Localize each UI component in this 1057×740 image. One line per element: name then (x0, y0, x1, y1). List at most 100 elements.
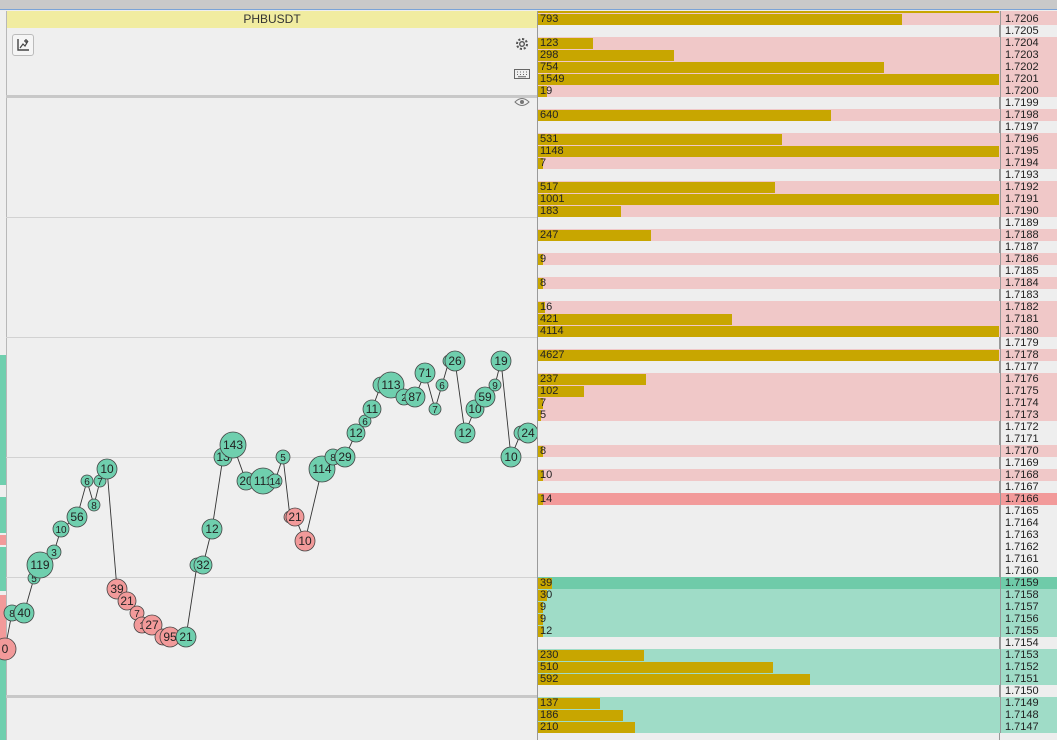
orderbook-row[interactable]: 30 1.7158 (538, 589, 1057, 601)
pane-separator[interactable] (6, 95, 537, 98)
trade-bubble[interactable] (474, 386, 496, 408)
orderbook-row[interactable]: 230 1.7153 (538, 649, 1057, 661)
orderbook-row[interactable]: 1.7150 (538, 685, 1057, 697)
orderbook-row[interactable]: 9 1.7157 (538, 601, 1057, 613)
orderbook-row[interactable]: 5 1.7173 (538, 409, 1057, 421)
trade-bubble[interactable] (490, 350, 512, 372)
orderbook-row[interactable]: 183 1.7190 (538, 205, 1057, 217)
orderbook-row[interactable]: 210 1.7147 (538, 721, 1057, 733)
trade-bubble[interactable] (52, 520, 70, 538)
trade-bubble[interactable] (13, 602, 35, 624)
trade-bubble[interactable] (334, 446, 356, 468)
orderbook-row[interactable]: 640 1.7198 (538, 109, 1057, 121)
orderbook-row[interactable]: 1.7161 (538, 553, 1057, 565)
orderbook-row[interactable]: 421 1.7181 (538, 313, 1057, 325)
orderbook-row[interactable]: 754 1.7202 (538, 61, 1057, 73)
trade-bubble[interactable] (404, 386, 426, 408)
orderbook-row[interactable]: 1001 1.7191 (538, 193, 1057, 205)
orderbook-row[interactable]: 247 1.7188 (538, 229, 1057, 241)
trade-bubble[interactable] (80, 474, 94, 488)
trade-bubble[interactable] (444, 350, 466, 372)
orderbook-row[interactable]: 4114 1.7180 (538, 325, 1057, 337)
orderbook-row[interactable]: 1.7193 (538, 169, 1057, 181)
orderbook-row[interactable]: 10 1.7168 (538, 469, 1057, 481)
orderbook-row[interactable]: 4627 1.7178 (538, 349, 1057, 361)
trade-bubble[interactable] (175, 626, 197, 648)
trade-bubble[interactable] (66, 506, 88, 528)
gear-icon[interactable] (512, 34, 532, 54)
orderbook-row[interactable]: 123 1.7204 (538, 37, 1057, 49)
keyboard-icon[interactable] (512, 64, 532, 84)
trade-bubble[interactable] (428, 402, 442, 416)
trade-bubble[interactable] (141, 614, 163, 636)
orderbook-row[interactable]: 1.7185 (538, 265, 1057, 277)
orderbook-row[interactable]: 1.7177 (538, 361, 1057, 373)
orderbook-row[interactable]: 1.7179 (538, 337, 1057, 349)
trade-bubble[interactable] (294, 530, 316, 552)
orderbook-row[interactable]: 1148 1.7195 (538, 145, 1057, 157)
trade-bubble[interactable] (96, 458, 118, 480)
orderbook-row[interactable]: 9 1.7156 (538, 613, 1057, 625)
trade-bubble[interactable] (517, 422, 538, 444)
pane-separator[interactable] (6, 695, 537, 698)
orderbook-row[interactable]: 1.7162 (538, 541, 1057, 553)
orderbook-row[interactable]: 1.7171 (538, 433, 1057, 445)
trade-bubble[interactable] (346, 423, 366, 443)
trade-bubble[interactable] (285, 507, 305, 527)
orderbook-row[interactable]: 9 1.7186 (538, 253, 1057, 265)
trade-bubble[interactable] (26, 551, 54, 579)
trade-bubble[interactable] (219, 431, 247, 459)
orderbook-row[interactable]: 592 1.7151 (538, 673, 1057, 685)
orderbook-row[interactable]: 1549 1.7201 (538, 73, 1057, 85)
orderbook-row[interactable]: 19 1.7200 (538, 85, 1057, 97)
orderbook-row[interactable]: 1.7165 (538, 505, 1057, 517)
orderbook-row[interactable]: 186 1.7148 (538, 709, 1057, 721)
trade-bubble[interactable] (267, 473, 283, 489)
trades-chart-panel[interactable]: PHBUSDT 08405119310566871039217127995213… (0, 11, 538, 740)
trade-bubble[interactable] (117, 591, 137, 611)
trade-bubble[interactable] (0, 637, 17, 661)
chart-add-icon[interactable] (12, 34, 34, 56)
trade-bubble[interactable] (500, 446, 522, 468)
trade-bubble[interactable] (414, 362, 436, 384)
orderbook-row[interactable]: 510 1.7152 (538, 661, 1057, 673)
orderbook-row[interactable]: 1.7163 (538, 529, 1057, 541)
trade-bubble[interactable] (435, 378, 449, 392)
orderbook-row[interactable]: 102 1.7175 (538, 385, 1057, 397)
eye-icon[interactable] (512, 92, 532, 112)
orderbook-row[interactable]: 39 1.7159 (538, 577, 1057, 589)
orderbook-row[interactable]: 1.7167 (538, 481, 1057, 493)
trade-bubble[interactable] (193, 555, 213, 575)
trade-bubble[interactable] (201, 518, 223, 540)
trade-bubbles-chart[interactable]: 0840511931056687103921712799521332121314… (0, 11, 538, 740)
orderbook-row[interactable]: 1.7199 (538, 97, 1057, 109)
orderbook-row[interactable]: 1.7172 (538, 421, 1057, 433)
trade-bubble[interactable] (46, 544, 62, 560)
orderbook-row[interactable]: 1.7169 (538, 457, 1057, 469)
orderbook-row[interactable]: 517 1.7192 (538, 181, 1057, 193)
orderbook-row[interactable]: 237 1.7176 (538, 373, 1057, 385)
orderbook-row[interactable]: 1.7160 (538, 565, 1057, 577)
orderbook-row[interactable]: 14 1.7166 (538, 493, 1057, 505)
orderbook-row[interactable]: 298 1.7203 (538, 49, 1057, 61)
orderbook-row[interactable]: 7 1.7194 (538, 157, 1057, 169)
orderbook-row[interactable]: 1.7154 (538, 637, 1057, 649)
orderbook-row[interactable]: 8 1.7184 (538, 277, 1057, 289)
orderbook-row[interactable]: 1.7197 (538, 121, 1057, 133)
orderbook-row[interactable]: 16 1.7182 (538, 301, 1057, 313)
trade-bubble[interactable] (275, 449, 291, 465)
trade-bubble[interactable] (362, 399, 382, 419)
trade-bubble[interactable] (454, 422, 476, 444)
orderbook-row[interactable]: 7 1.7174 (538, 397, 1057, 409)
orderbook-row[interactable]: 1.7187 (538, 241, 1057, 253)
trade-bubble[interactable] (87, 498, 101, 512)
orderbook-row[interactable]: 1.7205 (538, 25, 1057, 37)
trade-bubble[interactable] (488, 378, 502, 392)
trade-bubble[interactable] (377, 371, 405, 399)
orderbook-row[interactable]: 1.7189 (538, 217, 1057, 229)
orderbook-row[interactable]: 137 1.7149 (538, 697, 1057, 709)
orderbook-row[interactable]: 531 1.7196 (538, 133, 1057, 145)
orderbook-row[interactable]: 8 1.7170 (538, 445, 1057, 457)
orderbook-row[interactable]: 793 1.7206 (538, 13, 1057, 25)
